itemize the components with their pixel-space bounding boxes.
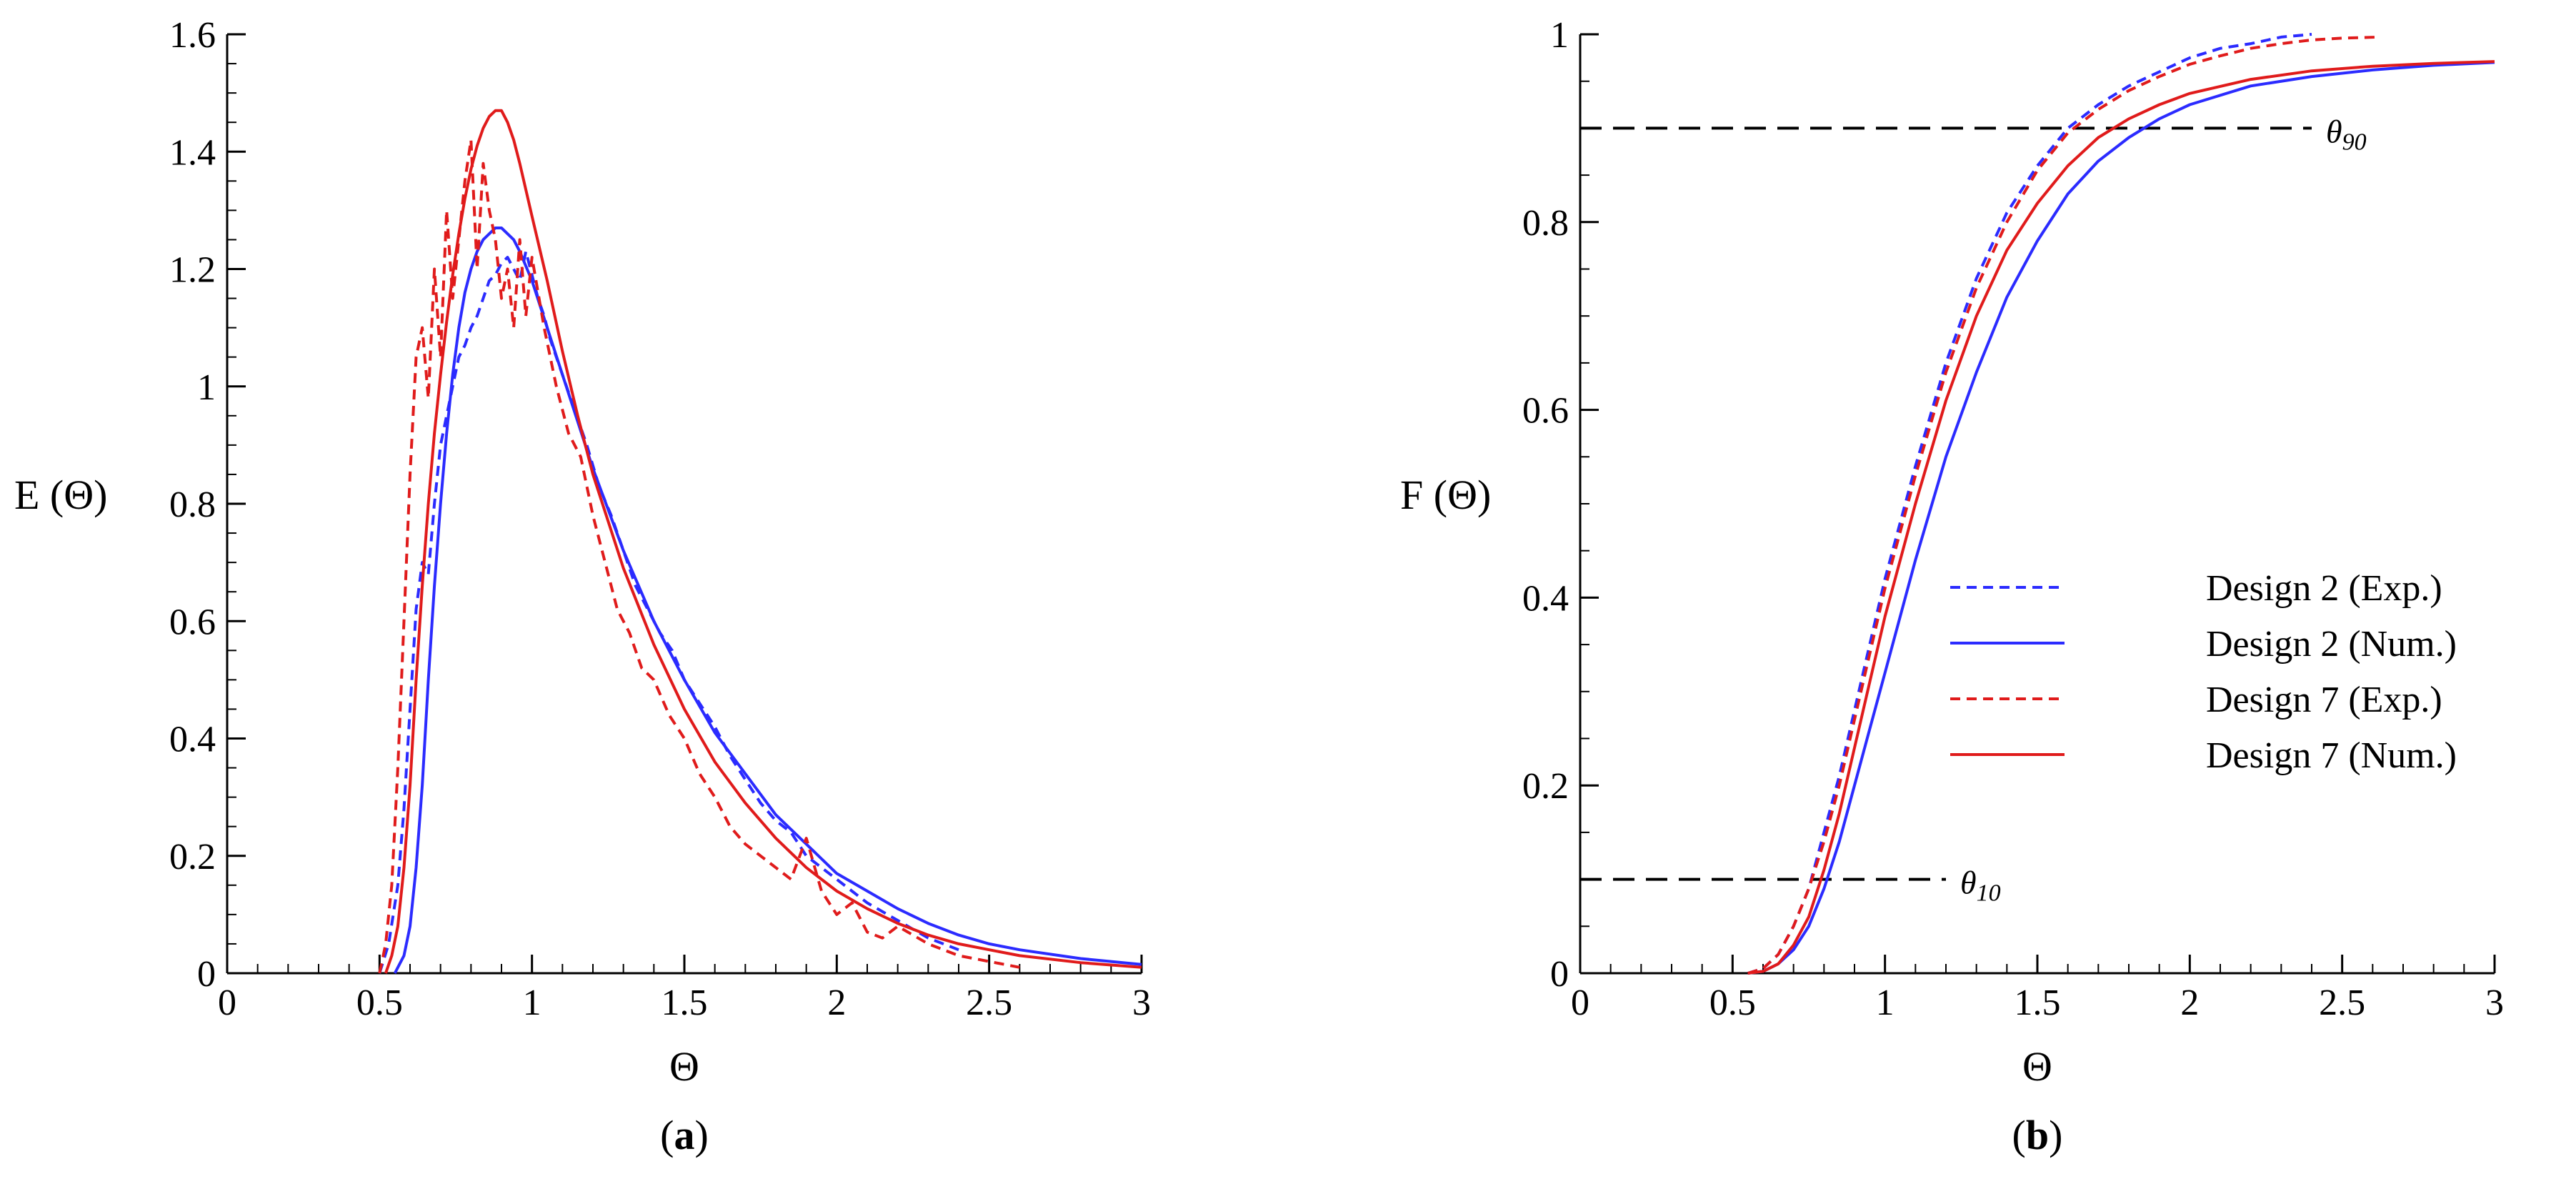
ref-label-main: θ — [2326, 113, 2342, 149]
x-tick-label: 0 — [218, 983, 236, 1023]
y-tick-label: 1.6 — [169, 15, 216, 56]
x-tick-label: 2.5 — [966, 983, 1012, 1023]
series-line-4 — [384, 109, 1142, 974]
series-line-4 — [1747, 60, 2495, 975]
x-tick-label: 0.5 — [1709, 983, 1756, 1023]
y-tick-label: 1 — [197, 367, 216, 408]
series-line-1 — [1747, 33, 2312, 975]
caption-paren-close: ) — [2049, 1112, 2062, 1158]
x-axis-title: Θ — [2022, 1043, 2052, 1090]
x-tick-label: 2 — [2180, 983, 2199, 1023]
ref-label-sub: 10 — [1977, 880, 2001, 907]
y-tick-label: 0.4 — [1522, 578, 1569, 619]
y-tick-label: 0.6 — [1522, 391, 1569, 432]
reference-line-label: θ10 — [1960, 865, 2001, 907]
y-axis-title: F (Θ) — [1400, 472, 1491, 518]
series-line-1 — [378, 249, 959, 974]
series-line-3 — [378, 138, 1020, 974]
panel-caption: (a) — [660, 1112, 709, 1158]
caption-paren-open: ( — [660, 1112, 674, 1158]
y-tick-label: 0.2 — [1522, 766, 1569, 807]
series-line-2 — [1747, 61, 2495, 975]
y-tick-label: 0.8 — [169, 484, 216, 525]
panel-caption: (b) — [2012, 1112, 2063, 1158]
y-tick-label: 0.2 — [169, 837, 216, 877]
y-tick-label: 1.2 — [169, 250, 216, 291]
x-tick-label: 1.5 — [2015, 983, 2061, 1023]
y-tick-label: 0.8 — [1522, 203, 1569, 244]
x-tick-label: 2.5 — [2319, 983, 2365, 1023]
caption-letter: b — [2026, 1112, 2049, 1158]
ref-label-main: θ — [1960, 865, 1977, 901]
y-tick-label: 0.4 — [169, 720, 216, 760]
x-tick-label: 3 — [2485, 983, 2504, 1023]
caption-paren-open: ( — [2012, 1112, 2026, 1158]
caption-paren-close: ) — [695, 1112, 709, 1158]
x-tick-label: 0.5 — [356, 983, 403, 1023]
y-tick-label: 1 — [1550, 15, 1569, 56]
y-tick-label: 0.6 — [169, 602, 216, 642]
series-line-3 — [1747, 35, 2379, 975]
x-tick-label: 0 — [1571, 983, 1589, 1023]
series-line-2 — [393, 227, 1142, 974]
x-tick-label: 1.5 — [662, 983, 708, 1023]
chart-panel-a: 0 0.5 1 1.5 2 2.5 3 0 0.2 0.4 0.6 0.8 1 1.2 1.4 1.6 Θ E (… — [14, 15, 1151, 1158]
caption-letter: a — [674, 1112, 695, 1158]
x-axis-title: Θ — [669, 1043, 699, 1090]
x-tick-label: 1 — [523, 983, 541, 1023]
x-tick-label: 2 — [827, 983, 846, 1023]
legend-label: Design 2 (Num.) — [2206, 624, 2457, 665]
y-tick-label: 1.4 — [169, 132, 216, 173]
legend-label: Design 2 (Exp.) — [2206, 568, 2442, 609]
legend-label: Design 7 (Num.) — [2206, 735, 2457, 776]
legend-label: Design 7 (Exp.) — [2206, 680, 2442, 720]
y-tick-label: 0 — [1550, 954, 1569, 995]
ref-label-sub: 90 — [2342, 129, 2367, 155]
y-tick-label: 0 — [197, 954, 216, 995]
x-tick-label: 1 — [1876, 983, 1894, 1023]
y-axis-title: E (Θ) — [14, 472, 107, 518]
reference-line-label: θ90 — [2326, 113, 2367, 155]
x-tick-label: 3 — [1132, 983, 1151, 1023]
